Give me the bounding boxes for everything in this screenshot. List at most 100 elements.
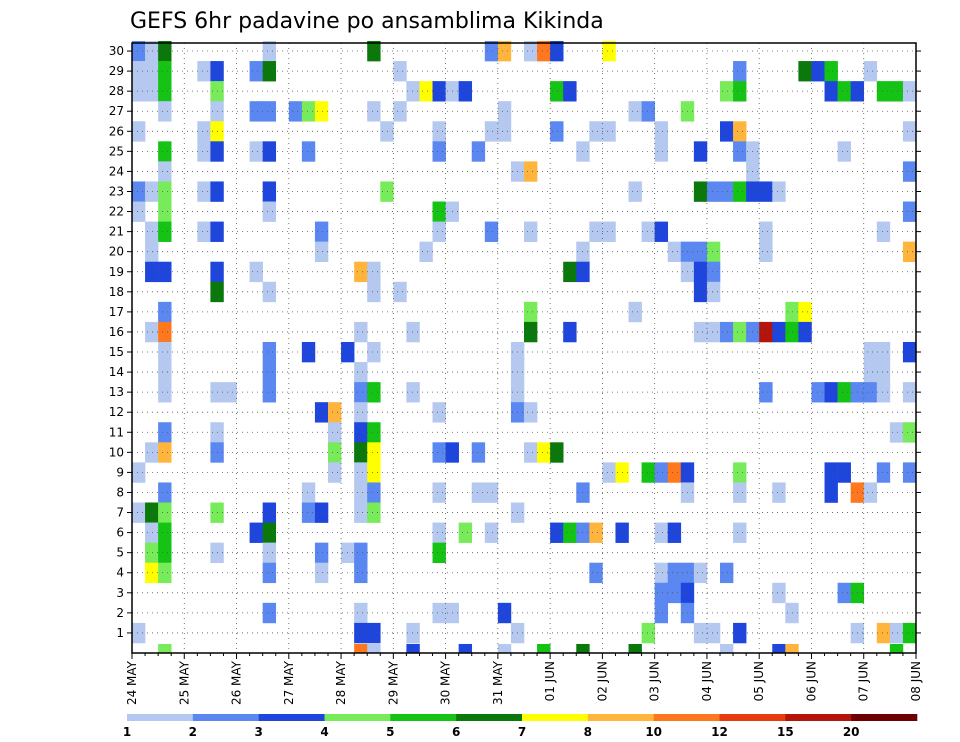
heatmap-cell	[654, 221, 669, 242]
colorbar-swatch	[851, 714, 918, 721]
heatmap-cell	[354, 402, 368, 423]
heatmap-cell	[145, 542, 159, 564]
y-tick-label: 30	[109, 44, 124, 58]
heatmap-cell	[432, 121, 446, 142]
heatmap-cell	[733, 522, 747, 543]
y-tick-label: 20	[109, 245, 124, 259]
heatmap-cell	[772, 482, 786, 503]
heatmap-cell	[367, 622, 381, 644]
heatmap-cell	[145, 562, 159, 584]
heatmap-cell	[145, 221, 159, 242]
heatmap-cell	[145, 40, 159, 62]
heatmap-cell	[563, 321, 577, 343]
colorbar-swatch	[587, 714, 654, 721]
heatmap-cell	[693, 181, 708, 202]
heatmap-cell	[524, 402, 538, 423]
heatmap-cell	[811, 382, 825, 403]
heatmap-cell	[589, 522, 603, 543]
heatmap-cell	[262, 141, 277, 162]
colorbar-label: 6	[452, 725, 460, 739]
heatmap-cell	[602, 40, 616, 62]
heatmap-cell	[902, 622, 917, 644]
heatmap-cell	[641, 101, 655, 122]
y-tick-label: 2	[116, 606, 124, 620]
x-tick-label: 28 MAY	[334, 660, 348, 705]
heatmap-cell	[720, 321, 734, 343]
heatmap-cell	[367, 101, 381, 122]
heatmap-cell	[824, 382, 838, 403]
heatmap-cell	[602, 462, 616, 483]
heatmap-cell	[393, 61, 407, 82]
heatmap-cell	[354, 562, 368, 584]
heatmap-cell	[524, 442, 538, 463]
heatmap-cell	[733, 81, 747, 102]
heatmap-cell	[889, 622, 904, 644]
heatmap-cell	[706, 281, 721, 303]
x-tick-label: 08 JUN	[909, 661, 923, 701]
heatmap-cell	[798, 61, 812, 82]
heatmap-cell	[432, 542, 446, 564]
heatmap-cell	[262, 602, 277, 624]
heatmap-cell	[654, 582, 669, 604]
heatmap-cell	[367, 40, 381, 62]
colorbar-label: 4	[320, 725, 328, 739]
heatmap-cell	[158, 161, 172, 182]
colorbar-label: 15	[777, 725, 794, 739]
heatmap-cell	[367, 281, 381, 303]
colorbar-swatch	[785, 714, 852, 721]
heatmap-cell	[354, 321, 368, 343]
heatmap-cell	[550, 81, 564, 102]
heatmap-cell	[902, 462, 917, 483]
colorbar-label: 7	[518, 725, 526, 739]
heatmap-cell	[733, 181, 747, 202]
heatmap-cell	[158, 542, 172, 564]
heatmap-cell	[563, 261, 577, 283]
heatmap-cell	[197, 141, 211, 162]
heatmap-cell	[314, 221, 329, 242]
heatmap-cell	[772, 582, 786, 604]
y-tick-label: 8	[116, 485, 124, 499]
heatmap-cell	[550, 40, 564, 62]
heatmap-cell	[589, 221, 603, 242]
heatmap-cell	[406, 382, 420, 403]
heatmap-cell	[733, 482, 747, 503]
y-tick-label: 18	[109, 285, 124, 299]
heatmap-cell	[158, 141, 172, 162]
heatmap-cell	[158, 482, 172, 503]
heatmap-cell	[158, 422, 172, 443]
heatmap-cell	[367, 422, 381, 443]
heatmap-cell	[249, 101, 263, 122]
heatmap-cell	[720, 562, 734, 584]
heatmap-cell	[419, 81, 433, 102]
y-tick-label: 17	[109, 305, 124, 319]
heatmap-cell	[824, 462, 838, 483]
heatmap-cell	[628, 643, 642, 654]
heatmap-cell	[759, 221, 773, 242]
y-tick-label: 19	[109, 265, 124, 279]
heatmap-cell	[524, 161, 538, 182]
heatmap-cell	[197, 181, 211, 202]
colorbar-label: 2	[189, 725, 197, 739]
heatmap-cell	[145, 181, 159, 202]
heatmap-cell	[132, 502, 146, 523]
heatmap-cell	[863, 341, 878, 363]
y-tick-label: 3	[116, 586, 124, 600]
heatmap-cell	[772, 321, 786, 343]
heatmap-cell	[524, 221, 538, 242]
heatmap-cell	[432, 402, 446, 423]
heatmap-cell	[158, 221, 172, 242]
heatmap-cell	[354, 462, 368, 483]
heatmap-cell	[706, 241, 721, 263]
cells-layer	[132, 40, 917, 654]
heatmap-cell	[902, 382, 917, 403]
colorbar-legend: 1 2 3 4 5 6 7 8 10 12 15 20	[123, 714, 918, 739]
heatmap-cell	[432, 602, 446, 624]
heatmap-cell	[249, 522, 263, 543]
colorbar-label: 5	[386, 725, 394, 739]
heatmap-cell	[524, 301, 538, 323]
heatmap-cell	[654, 562, 669, 584]
heatmap-cell	[563, 522, 577, 543]
heatmap-cell	[432, 141, 446, 162]
heatmap-cell	[262, 181, 277, 202]
